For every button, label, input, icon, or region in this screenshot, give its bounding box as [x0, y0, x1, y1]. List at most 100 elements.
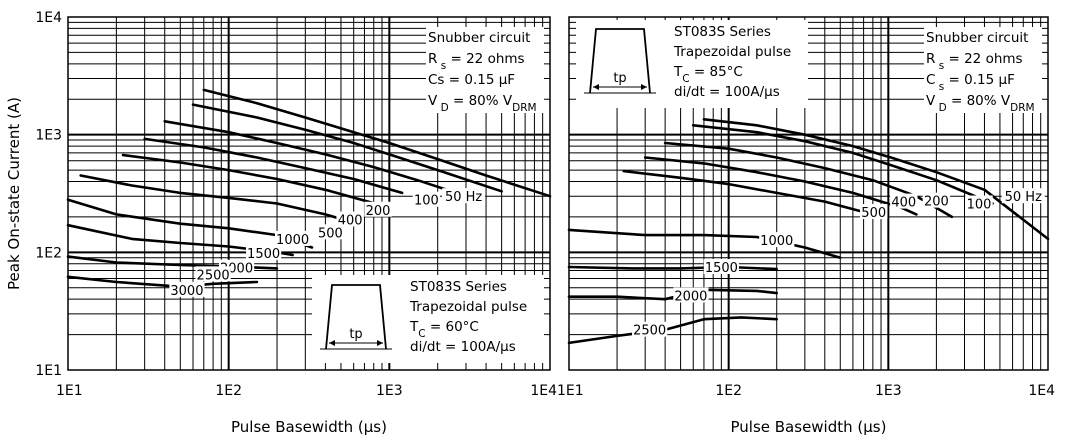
- annotation-bg: [312, 275, 544, 363]
- series-label-bg: [1001, 188, 1045, 204]
- series-line: [702, 118, 1050, 241]
- x-axis-title: Pulse Basewidth (µs): [731, 418, 887, 436]
- snubber-line: V D = 80% VDRM: [428, 93, 537, 114]
- series-label: 100: [414, 194, 439, 209]
- series-label: 500: [318, 226, 343, 241]
- series-label: 2500: [197, 268, 230, 283]
- series-label: 400: [891, 196, 916, 211]
- series-label: 2500: [633, 324, 666, 339]
- series-line: [191, 103, 503, 193]
- series-label: 3000: [170, 284, 203, 299]
- x-axis-title: Pulse Basewidth (µs): [231, 418, 387, 436]
- series-info-line: ST083S Series: [674, 24, 771, 40]
- series-info-annotation: tp ST083S Series Trapezoidal pulse TC = 85°…: [576, 20, 808, 108]
- series-label-bg: [195, 266, 231, 282]
- series-label: 1000: [760, 234, 793, 249]
- snubber-line: R s = 22 ohms: [926, 51, 1023, 72]
- series-label-bg: [442, 188, 486, 204]
- series-line: [622, 169, 865, 214]
- series-label-bg: [336, 211, 364, 227]
- series-line: [121, 153, 384, 207]
- y-tick-label: 1E3: [35, 128, 62, 144]
- series-info-line: ST083S Series: [410, 279, 507, 295]
- series-label-bg: [965, 195, 993, 211]
- x-tick-label: 1E2: [715, 383, 742, 399]
- series-label: 1500: [705, 261, 738, 276]
- series-info-line: Trapezoidal pulse: [409, 299, 527, 315]
- series-label-bg: [860, 204, 888, 220]
- y-tick-label: 1E1: [35, 363, 62, 379]
- x-tick-label: 1E1: [56, 383, 83, 399]
- arrow-head-right: [641, 84, 647, 90]
- y-tick-label: 1E4: [35, 10, 62, 26]
- series-label: 100: [967, 198, 992, 213]
- series-label-bg: [890, 193, 918, 209]
- trapezoid-pulse-shape: [325, 284, 387, 350]
- series-line: [567, 265, 778, 271]
- series-label: 500: [861, 206, 886, 221]
- snubber-line: C s = 0.15 µF: [926, 72, 1015, 93]
- arrow-head-left: [329, 340, 335, 346]
- series-label-bg: [316, 224, 345, 240]
- series-label-bg: [703, 259, 739, 275]
- series-label: 50 Hz: [1005, 190, 1042, 205]
- series-info-line: di/dt = 100A/µs: [674, 84, 780, 100]
- chart-panel-2: 50 Hz 100 200 400 500 1000 1500 2000 2500 1E1 1E2 1…: [557, 16, 1055, 436]
- series-label-bg: [922, 192, 951, 208]
- series-label-bg: [673, 287, 709, 303]
- series-info-line: di/dt = 100A/µs: [410, 339, 516, 355]
- series-label: 1500: [247, 247, 280, 262]
- series-label-bg: [275, 230, 311, 246]
- chart-panel-1: 50 Hz100200400500100015002000250030001E1…: [5, 10, 557, 436]
- series-label-bg: [246, 244, 282, 260]
- series-info-line: TC = 60°C: [409, 319, 479, 340]
- tp-label: tp: [349, 327, 362, 342]
- series-label: 200: [924, 195, 949, 210]
- annotation-bg: [426, 27, 544, 113]
- series-label-bg: [412, 191, 441, 207]
- snubber-line: V D = 80% VDRM: [926, 93, 1035, 114]
- plot-frame: [568, 16, 1049, 371]
- arrow-head-right: [377, 340, 383, 346]
- series-info-annotation: tp ST083S Series Trapezoidal pulse TC = 60°…: [312, 275, 544, 363]
- series-line: [567, 228, 842, 259]
- annotation-bg: [924, 27, 1042, 113]
- series-label: 50 Hz: [445, 190, 482, 205]
- snubber-line: Snubber circuit: [926, 30, 1028, 46]
- series-info-line: Trapezoidal pulse: [673, 44, 791, 60]
- series-line: [79, 174, 349, 223]
- x-tick-label: 1E3: [875, 383, 902, 399]
- series-label: 2000: [674, 289, 707, 304]
- series-line: [567, 288, 778, 301]
- series-label-bg: [632, 321, 668, 337]
- y-axis-title: Peak On-state Current (A): [5, 97, 23, 290]
- x-tick-label: 1E1: [557, 383, 584, 399]
- x-tick-label: 1E4: [530, 383, 557, 399]
- snubber-line: Cs = 0.15 µF: [428, 72, 515, 88]
- series-label: 200: [366, 204, 391, 219]
- series-line: [143, 137, 404, 195]
- series-label-bg: [759, 232, 795, 248]
- trapezoid-pulse-shape: [589, 28, 651, 94]
- x-tick-label: 1E2: [215, 383, 242, 399]
- arrow-head-left: [593, 84, 599, 90]
- series-label-bg: [169, 281, 205, 297]
- series-label-bg: [364, 201, 392, 217]
- tp-label: tp: [613, 71, 626, 86]
- series-line: [202, 88, 552, 198]
- x-tick-label: 1E4: [1028, 383, 1055, 399]
- tp-label-bg: [608, 71, 632, 84]
- series-line: [567, 316, 778, 345]
- plot-frame: [67, 16, 551, 371]
- series-info-line: TC = 85°C: [673, 64, 743, 85]
- snubber-line: Snubber circuit: [428, 30, 530, 46]
- x-tick-label: 1E3: [376, 383, 403, 399]
- y-tick-label: 1E2: [35, 245, 62, 261]
- series-line: [691, 124, 994, 205]
- series-label: 1000: [276, 233, 309, 248]
- snubber-line: R s = 22 ohms: [428, 51, 525, 72]
- tp-label-bg: [344, 327, 368, 340]
